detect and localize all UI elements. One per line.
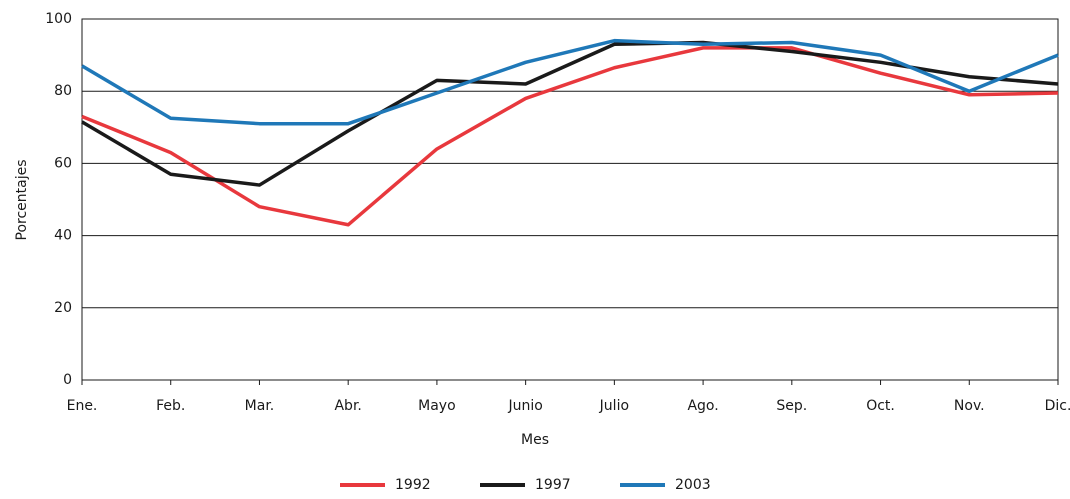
legend-label: 2003 bbox=[675, 477, 711, 493]
series-line bbox=[81, 40, 1059, 187]
y-tick-label: 0 bbox=[63, 372, 72, 388]
series-line bbox=[81, 38, 1059, 126]
legend-label: 1992 bbox=[395, 477, 431, 493]
x-tick-label: Julio bbox=[599, 398, 629, 414]
x-tick-label: Dic. bbox=[1045, 398, 1070, 414]
x-tick-label: Junio bbox=[507, 398, 542, 414]
y-tick-label: 100 bbox=[45, 11, 72, 27]
x-tick-label: Feb. bbox=[156, 398, 185, 414]
x-tick-label: Abr. bbox=[334, 398, 361, 414]
x-tick-label: Sep. bbox=[776, 398, 807, 414]
x-tick-label: Oct. bbox=[866, 398, 895, 414]
series-line bbox=[81, 46, 1059, 227]
y-axis-label: Porcentajes bbox=[14, 159, 30, 240]
y-tick-label: 80 bbox=[54, 83, 72, 99]
x-tick-label: Nov. bbox=[954, 398, 985, 414]
x-axis-label: Mes bbox=[521, 432, 549, 448]
legend-label: 1997 bbox=[535, 477, 571, 493]
x-tick-label: Mayo bbox=[418, 398, 456, 414]
x-tick-label: Ene. bbox=[67, 398, 98, 414]
plot-frame bbox=[81, 18, 1059, 381]
x-tick-label: Mar. bbox=[245, 398, 275, 414]
y-tick-label: 40 bbox=[54, 228, 72, 244]
y-tick-label: 60 bbox=[54, 155, 72, 171]
y-tick-label: 20 bbox=[54, 300, 72, 316]
x-tick-label: Ago. bbox=[687, 398, 718, 414]
